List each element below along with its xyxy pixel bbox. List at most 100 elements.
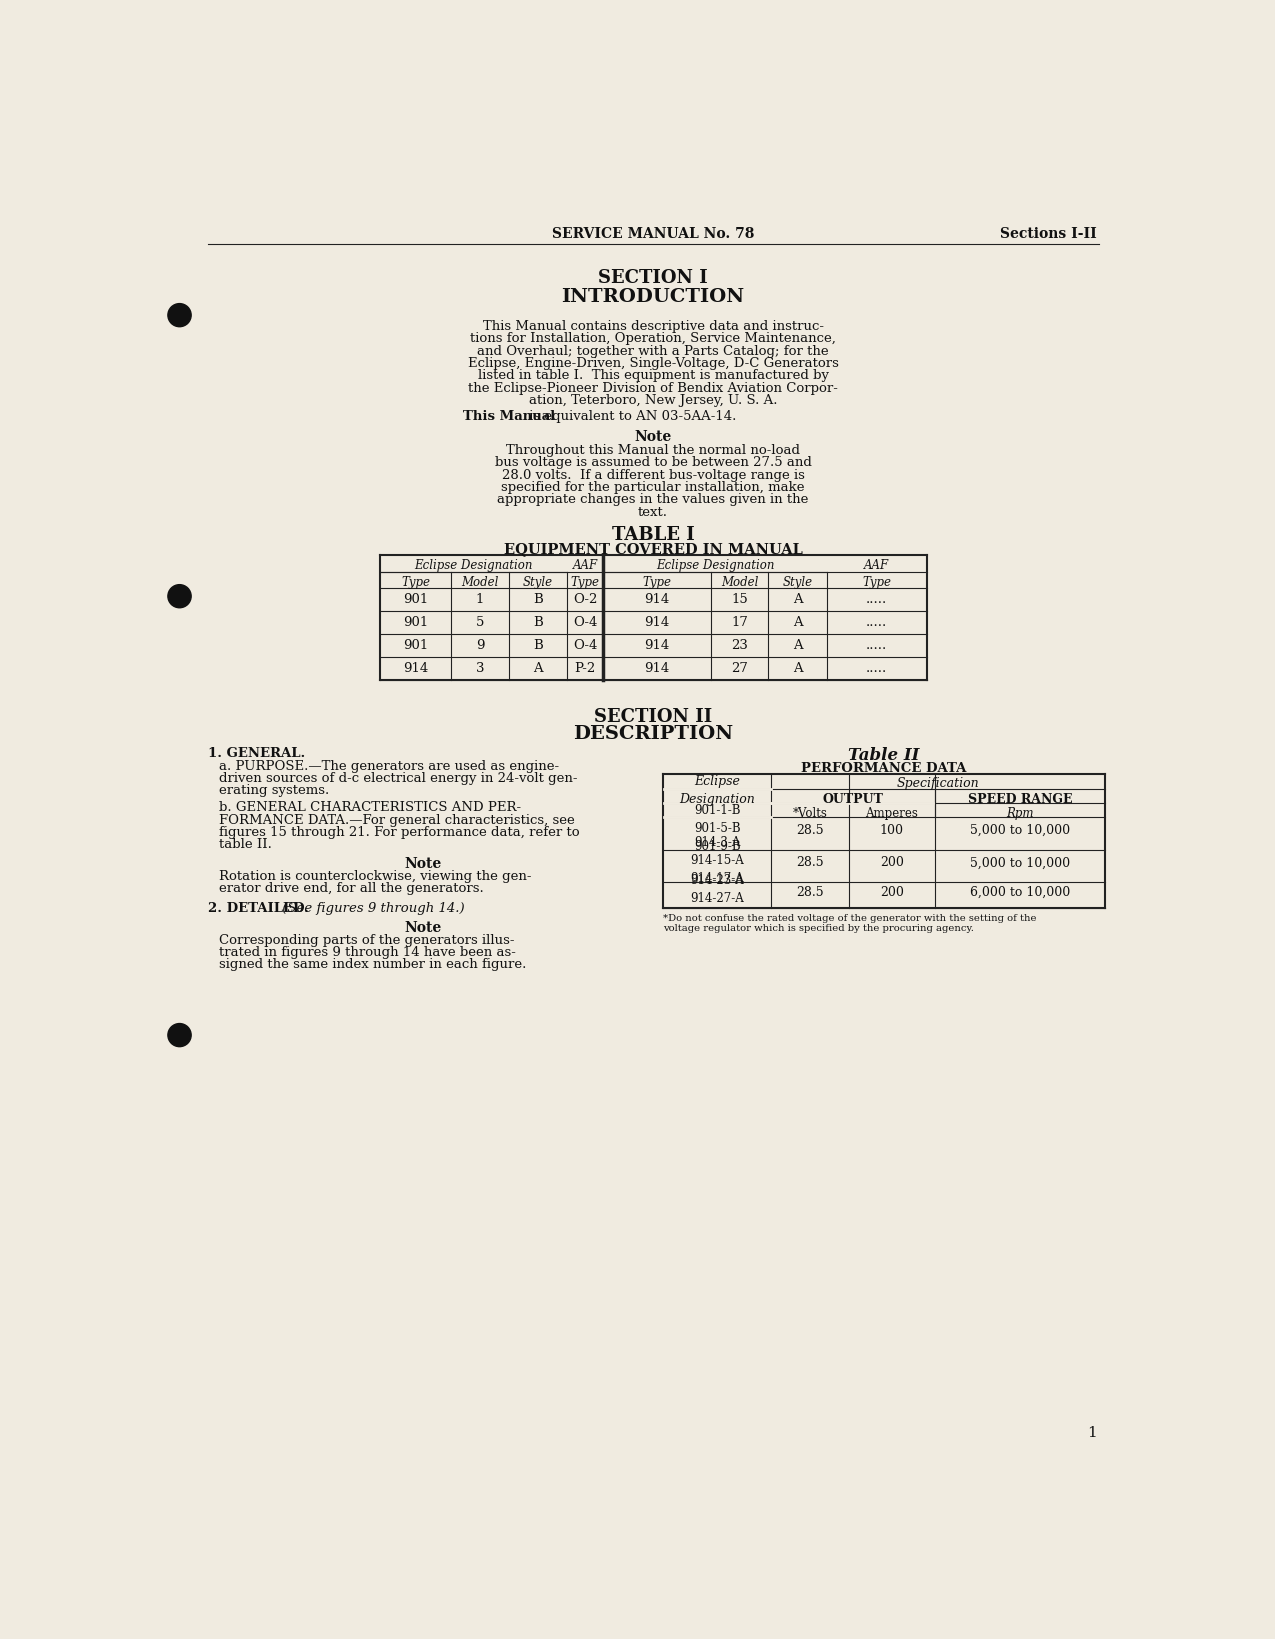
Text: AAF: AAF [572, 559, 598, 572]
Text: 901: 901 [403, 615, 428, 628]
Text: OUTPUT: OUTPUT [822, 792, 884, 805]
Text: Eclipse Designation: Eclipse Designation [414, 559, 533, 572]
Text: TABLE I: TABLE I [612, 524, 695, 543]
Text: 5,000 to 10,000: 5,000 to 10,000 [970, 856, 1070, 869]
Text: 901: 901 [403, 638, 428, 651]
Text: *Do not confuse the rated voltage of the generator with the setting of the: *Do not confuse the rated voltage of the… [663, 913, 1037, 923]
Text: voltage regulator which is specified by the procuring agency.: voltage regulator which is specified by … [663, 923, 974, 933]
Text: B: B [533, 638, 543, 651]
Text: Note: Note [635, 429, 672, 444]
Text: 5: 5 [476, 615, 484, 628]
Text: AAF: AAF [864, 559, 889, 572]
Text: SPEED RANGE: SPEED RANGE [968, 792, 1072, 805]
Text: O-2: O-2 [572, 592, 598, 605]
Text: 1. GENERAL.: 1. GENERAL. [208, 746, 306, 759]
Text: Type: Type [402, 575, 430, 588]
Text: signed the same index number in each figure.: signed the same index number in each fig… [219, 957, 527, 970]
Text: tions for Installation, Operation, Service Maintenance,: tions for Installation, Operation, Servi… [470, 333, 836, 346]
Text: Note: Note [404, 919, 442, 934]
Text: A: A [533, 662, 543, 675]
Text: table II.: table II. [219, 838, 272, 851]
Text: ation, Teterboro, New Jersey, U. S. A.: ation, Teterboro, New Jersey, U. S. A. [529, 393, 778, 406]
Text: a. PURPOSE.—The generators are used as engine-: a. PURPOSE.—The generators are used as e… [219, 759, 560, 772]
Text: 28.5: 28.5 [796, 823, 824, 836]
Text: 901-1-B
901-5-B
901-9-B: 901-1-B 901-5-B 901-9-B [694, 803, 741, 852]
Text: P-2: P-2 [575, 662, 595, 675]
Text: 2. DETAILED.: 2. DETAILED. [208, 901, 309, 915]
Text: Style: Style [523, 575, 553, 588]
Text: 901: 901 [403, 592, 428, 605]
Text: 28.5: 28.5 [796, 856, 824, 869]
Text: 200: 200 [880, 885, 904, 898]
Text: EQUIPMENT COVERED IN MANUAL: EQUIPMENT COVERED IN MANUAL [504, 543, 802, 556]
Text: 914-23-A
914-27-A: 914-23-A 914-27-A [690, 874, 745, 905]
Text: 1: 1 [476, 592, 484, 605]
Text: Rpm: Rpm [1006, 806, 1034, 820]
Text: Eclipse Designation: Eclipse Designation [655, 559, 774, 572]
Text: specified for the particular installation, make: specified for the particular installatio… [501, 480, 805, 493]
Text: Note: Note [404, 856, 442, 870]
Text: This Manual: This Manual [463, 410, 556, 423]
Text: erating systems.: erating systems. [219, 783, 329, 797]
Text: 15: 15 [731, 592, 748, 605]
Circle shape [168, 585, 191, 608]
Text: and Overhaul; together with a Parts Catalog; for the: and Overhaul; together with a Parts Cata… [477, 344, 829, 357]
Text: A: A [793, 615, 802, 628]
Text: B: B [533, 592, 543, 605]
Text: DESCRIPTION: DESCRIPTION [572, 724, 733, 742]
Text: 28.0 volts.  If a different bus-voltage range is: 28.0 volts. If a different bus-voltage r… [501, 469, 805, 482]
Text: Amperes: Amperes [866, 806, 918, 820]
Text: SECTION II: SECTION II [594, 708, 713, 726]
Text: Sections I-II: Sections I-II [1001, 226, 1096, 241]
Text: 100: 100 [880, 823, 904, 836]
Text: listed in table I.  This equipment is manufactured by: listed in table I. This equipment is man… [478, 369, 829, 382]
Circle shape [168, 1024, 191, 1047]
Text: 6,000 to 10,000: 6,000 to 10,000 [970, 885, 1070, 898]
Text: O-4: O-4 [572, 615, 598, 628]
Circle shape [168, 305, 191, 328]
Text: 914: 914 [644, 592, 669, 605]
Text: .....: ..... [866, 592, 887, 605]
Text: 3: 3 [476, 662, 484, 675]
Text: Specification: Specification [896, 777, 979, 790]
Text: Corresponding parts of the generators illus-: Corresponding parts of the generators il… [219, 933, 515, 946]
Text: B: B [533, 615, 543, 628]
Text: 23: 23 [731, 638, 748, 651]
Text: figures 15 through 21. For performance data, refer to: figures 15 through 21. For performance d… [219, 826, 580, 839]
Text: A: A [793, 662, 802, 675]
Text: .....: ..... [866, 615, 887, 628]
Text: 914: 914 [403, 662, 428, 675]
Text: 200: 200 [880, 856, 904, 869]
Text: the Eclipse-Pioneer Division of Bendix Aviation Corpor-: the Eclipse-Pioneer Division of Bendix A… [468, 382, 838, 395]
Text: (See figures 9 through 14.): (See figures 9 through 14.) [278, 901, 464, 915]
Text: 28.5: 28.5 [796, 885, 824, 898]
Text: Model: Model [720, 575, 759, 588]
Text: 17: 17 [731, 615, 748, 628]
Text: .....: ..... [866, 638, 887, 651]
Text: erator drive end, for all the generators.: erator drive end, for all the generators… [219, 882, 483, 895]
Text: Style: Style [783, 575, 812, 588]
Text: 5,000 to 10,000: 5,000 to 10,000 [970, 823, 1070, 836]
Text: trated in figures 9 through 14 have been as-: trated in figures 9 through 14 have been… [219, 946, 516, 959]
Text: Type: Type [862, 575, 891, 588]
Text: Rotation is counterclockwise, viewing the gen-: Rotation is counterclockwise, viewing th… [219, 869, 532, 882]
Text: FORMANCE DATA.—For general characteristics, see: FORMANCE DATA.—For general characteristi… [219, 813, 575, 826]
Text: driven sources of d-c electrical energy in 24-volt gen-: driven sources of d-c electrical energy … [219, 772, 578, 785]
Text: SECTION I: SECTION I [598, 269, 708, 287]
Text: b. GENERAL CHARACTERISTICS AND PER-: b. GENERAL CHARACTERISTICS AND PER- [219, 801, 521, 813]
Text: bus voltage is assumed to be between 27.5 and: bus voltage is assumed to be between 27.… [495, 456, 811, 469]
Text: 9: 9 [476, 638, 484, 651]
Text: 27: 27 [731, 662, 748, 675]
Text: Type: Type [643, 575, 672, 588]
Text: Model: Model [462, 575, 499, 588]
Text: text.: text. [638, 505, 668, 518]
Text: 914-3-A
914-15-A
914-17-A: 914-3-A 914-15-A 914-17-A [690, 836, 745, 885]
Text: A: A [793, 638, 802, 651]
Text: is equivalent to AN 03-5AA-14.: is equivalent to AN 03-5AA-14. [525, 410, 737, 423]
Text: Eclipse, Engine-Driven, Single-Voltage, D-C Generators: Eclipse, Engine-Driven, Single-Voltage, … [468, 357, 839, 370]
Text: 914: 914 [644, 662, 669, 675]
Text: O-4: O-4 [572, 638, 598, 651]
Text: 914: 914 [644, 638, 669, 651]
Text: Eclipse
Designation: Eclipse Designation [680, 775, 755, 805]
Text: *Volts: *Volts [793, 806, 827, 820]
